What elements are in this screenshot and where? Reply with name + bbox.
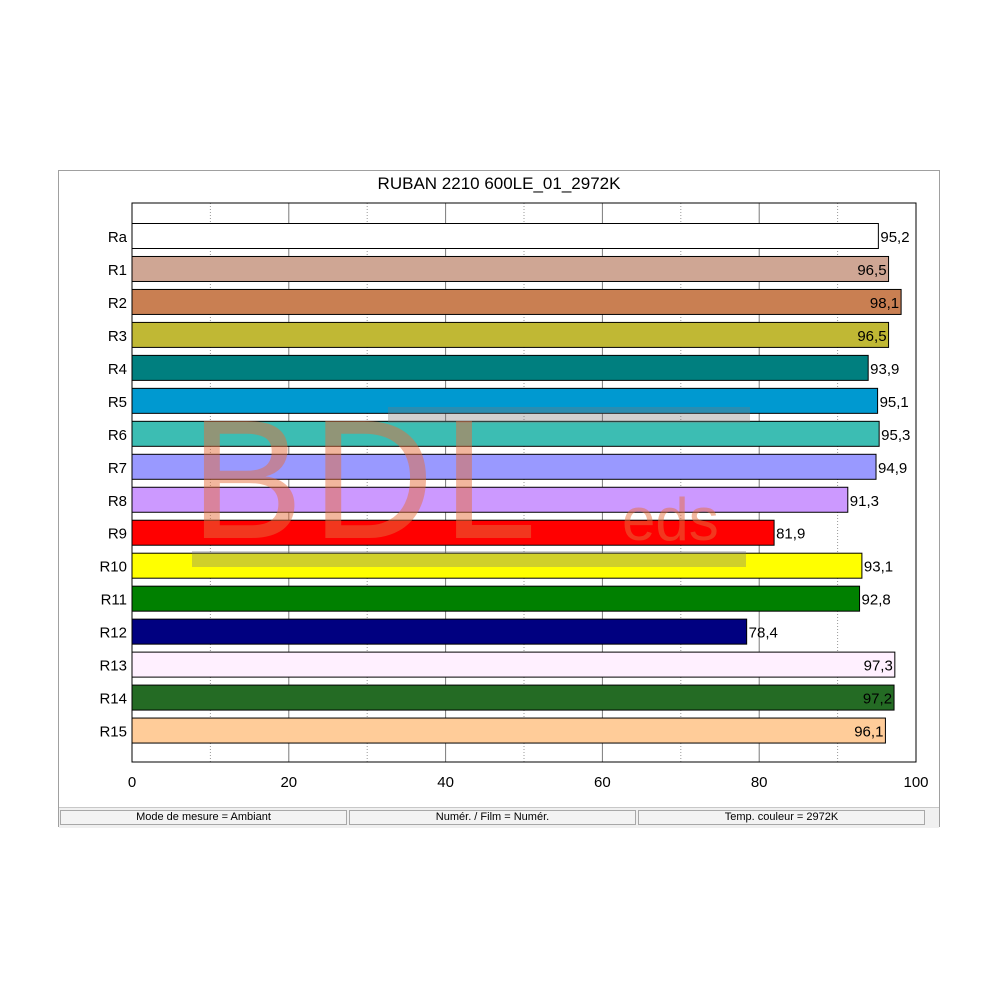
value-label-r10: 93,1 bbox=[864, 559, 893, 576]
category-label-ra: Ra bbox=[108, 229, 128, 246]
category-label-r2: R2 bbox=[108, 295, 127, 312]
category-label-r10: R10 bbox=[99, 559, 127, 576]
value-label-r5: 95,1 bbox=[880, 394, 909, 411]
category-label-r11: R11 bbox=[101, 592, 127, 609]
bar-r5 bbox=[131, 387, 879, 414]
value-label-r3: 96,5 bbox=[857, 328, 886, 345]
bar-r13 bbox=[131, 651, 896, 678]
bar-r12 bbox=[131, 618, 748, 645]
bar-chart: Ra 95,2 R1 96,5 R2 98,1 R3 96,5 R4 93,9 R5 95,1 R6 95… bbox=[99, 202, 929, 791]
status-film-mode: Numér. / Film = Numér. bbox=[349, 810, 636, 825]
category-label-r14: R14 bbox=[99, 691, 127, 708]
bar-r8 bbox=[131, 486, 849, 513]
bar-r9 bbox=[131, 519, 775, 546]
bar-r11 bbox=[131, 585, 861, 612]
value-label-r1: 96,5 bbox=[857, 262, 886, 279]
value-label-r6: 95,3 bbox=[881, 427, 910, 444]
category-label-r3: R3 bbox=[108, 328, 127, 345]
value-label-r2: 98,1 bbox=[870, 295, 899, 312]
category-label-r4: R4 bbox=[108, 361, 127, 378]
category-label-r8: R8 bbox=[108, 493, 127, 510]
x-tick-label-80: 80 bbox=[751, 774, 768, 791]
bar-r3 bbox=[131, 321, 890, 348]
category-label-r9: R9 bbox=[108, 526, 127, 543]
category-label-r6: R6 bbox=[108, 427, 127, 444]
value-label-r4: 93,9 bbox=[870, 361, 899, 378]
x-tick-label-20: 20 bbox=[280, 774, 297, 791]
x-tick-label-60: 60 bbox=[594, 774, 611, 791]
bar-r14 bbox=[131, 684, 895, 711]
x-tick-label-100: 100 bbox=[903, 774, 928, 791]
category-label-r15: R15 bbox=[99, 724, 127, 741]
status-measure-mode: Mode de mesure = Ambiant bbox=[60, 810, 347, 825]
value-label-r15: 96,1 bbox=[854, 724, 883, 741]
bar-r7 bbox=[131, 453, 877, 480]
bar-r10 bbox=[131, 552, 863, 579]
category-label-r12: R12 bbox=[99, 625, 127, 642]
chart-title: RUBAN 2210 600LE_01_2972K bbox=[377, 174, 621, 193]
x-tick-label-0: 0 bbox=[128, 774, 136, 791]
value-label-r13: 97,3 bbox=[864, 658, 893, 675]
bar-r1 bbox=[131, 255, 890, 282]
value-label-r9: 81,9 bbox=[776, 526, 805, 543]
value-label-ra: 95,2 bbox=[880, 229, 909, 246]
bar-r4 bbox=[131, 354, 869, 381]
value-label-r7: 94,9 bbox=[878, 460, 907, 477]
value-label-r12: 78,4 bbox=[749, 625, 778, 642]
bar-ra bbox=[131, 223, 879, 249]
value-label-r11: 92,8 bbox=[862, 592, 891, 609]
bar-r6 bbox=[131, 420, 880, 447]
category-label-r5: R5 bbox=[108, 394, 127, 411]
bar-r2 bbox=[131, 288, 902, 315]
status-color-temp: Temp. couleur = 2972K bbox=[638, 810, 925, 825]
x-tick-label-40: 40 bbox=[437, 774, 454, 791]
category-label-r1: R1 bbox=[108, 262, 127, 279]
plot-frame bbox=[131, 202, 917, 763]
status-bar: Mode de mesure = Ambiant Numér. / Film =… bbox=[59, 807, 939, 828]
value-label-r14: 97,2 bbox=[863, 691, 892, 708]
category-label-r13: R13 bbox=[99, 658, 127, 675]
bar-r15 bbox=[131, 717, 886, 744]
value-label-r8: 91,3 bbox=[850, 493, 879, 510]
chart-window: RUBAN 2210 600LE_01_2972K Ra 95,2 R1 96,5 R2… bbox=[58, 170, 940, 828]
category-label-r7: R7 bbox=[108, 460, 127, 477]
